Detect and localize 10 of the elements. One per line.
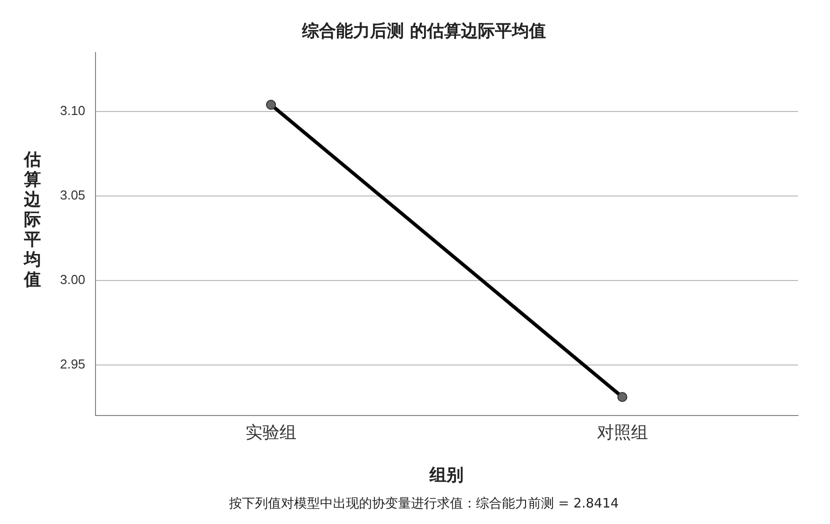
y-tick-label: 3.05 [60,188,86,203]
y-axis-title: 估算边际平均值 [24,150,42,290]
y-tick-label: 3.00 [60,272,86,288]
x-tick-label: 实验组 [245,423,296,444]
text: 按下列值对模型中出现的协变量进行求值：综合能力前测 = 2.8414 [229,496,619,512]
x-tick-label: 对照组 [596,423,648,444]
y-tick-label: 3.10 [60,103,86,118]
x-axis-title: 组别 [428,466,464,486]
y-tick-label: 2.95 [60,356,86,372]
chart-title: 综合能力后测 的估算边际平均值 [301,22,546,42]
